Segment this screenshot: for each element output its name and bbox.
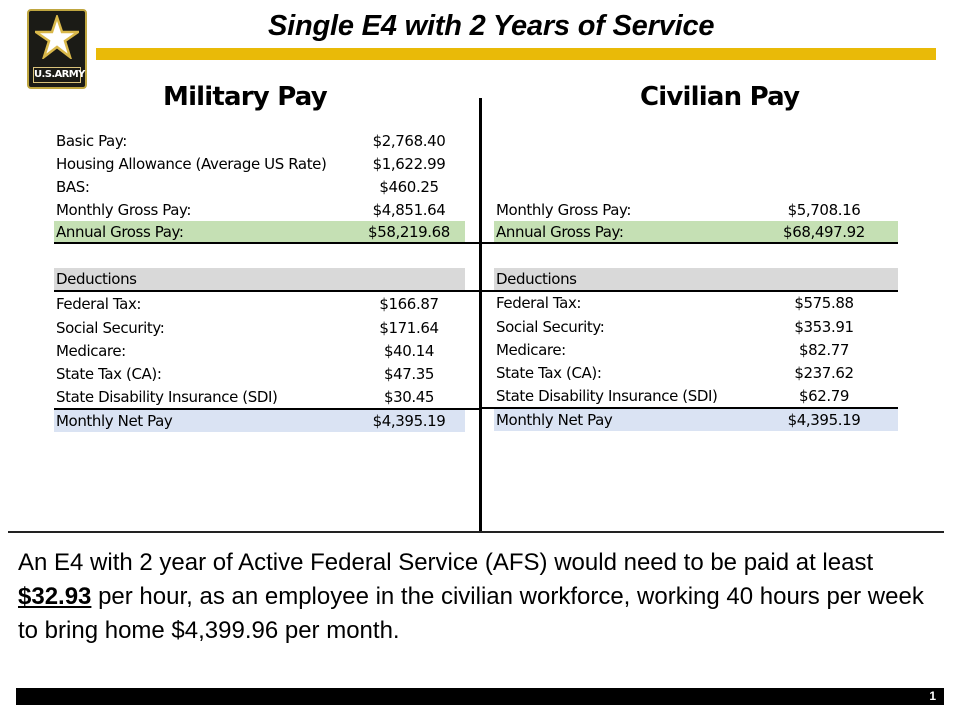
row-value: $30.45 bbox=[383, 388, 435, 406]
row-value: $5,708.16 bbox=[787, 201, 861, 219]
table-row: Medicare: $82.77 bbox=[494, 339, 898, 361]
row-label: Monthly Net Pay bbox=[56, 412, 173, 430]
deductions-header: Deductions bbox=[54, 268, 465, 290]
table-row: State Disability Insurance (SDI) $62.79 bbox=[494, 385, 898, 407]
section-divider bbox=[8, 531, 944, 533]
table-row: Medicare: $40.14 bbox=[54, 340, 465, 362]
row-label: Housing Allowance (Average US Rate) bbox=[56, 155, 327, 173]
row-rule bbox=[480, 407, 898, 409]
row-label: Monthly Gross Pay: bbox=[496, 201, 632, 219]
row-label: Social Security: bbox=[56, 319, 165, 337]
row-value: $58,219.68 bbox=[368, 223, 450, 241]
row-label: Annual Gross Pay: bbox=[56, 223, 184, 241]
table-row: Social Security: $171.64 bbox=[54, 317, 465, 339]
row-value: $40.14 bbox=[383, 342, 435, 360]
table-row: BAS: $460.25 bbox=[54, 176, 465, 198]
row-label: Annual Gross Pay: bbox=[496, 223, 624, 241]
table-row: Federal Tax: $166.87 bbox=[54, 293, 465, 315]
table-row: Monthly Gross Pay: $4,851.64 bbox=[54, 199, 465, 221]
table-row: State Tax (CA): $47.35 bbox=[54, 363, 465, 385]
table-row: Housing Allowance (Average US Rate) $1,6… bbox=[54, 153, 465, 175]
row-value: $171.64 bbox=[379, 319, 439, 337]
row-label: Federal Tax: bbox=[496, 294, 582, 312]
row-rule bbox=[54, 408, 480, 410]
page-title: Single E4 with 2 Years of Service bbox=[268, 10, 715, 42]
annual-gross-row: Annual Gross Pay: $58,219.68 bbox=[54, 221, 465, 243]
row-label: Monthly Net Pay bbox=[496, 411, 613, 429]
deductions-label: Deductions bbox=[56, 270, 137, 288]
table-row: State Tax (CA): $237.62 bbox=[494, 362, 898, 384]
row-value: $82.77 bbox=[798, 341, 850, 359]
row-value: $353.91 bbox=[794, 318, 854, 336]
row-label: State Tax (CA): bbox=[56, 365, 162, 383]
row-value: $62.79 bbox=[798, 387, 850, 405]
row-value: $2,768.40 bbox=[372, 132, 446, 150]
army-star-icon bbox=[35, 15, 79, 59]
row-label: Monthly Gross Pay: bbox=[56, 201, 192, 219]
summary-statement: An E4 with 2 year of Active Federal Serv… bbox=[18, 546, 948, 648]
row-rule bbox=[480, 290, 898, 292]
column-divider bbox=[479, 98, 482, 533]
row-value: $237.62 bbox=[794, 364, 854, 382]
title-underline-bar bbox=[96, 48, 936, 60]
summary-part-1: An E4 with 2 year of Active Federal Serv… bbox=[18, 549, 874, 576]
row-value: $166.87 bbox=[379, 295, 439, 313]
hourly-rate: $32.93 bbox=[18, 583, 92, 610]
table-row: Federal Tax: $575.88 bbox=[494, 292, 898, 314]
row-value: $1,622.99 bbox=[372, 155, 446, 173]
row-label: BAS: bbox=[56, 178, 90, 196]
row-rule bbox=[54, 242, 480, 244]
table-row: Monthly Gross Pay: $5,708.16 bbox=[494, 199, 898, 221]
row-label: Basic Pay: bbox=[56, 132, 127, 150]
row-label: Federal Tax: bbox=[56, 295, 142, 313]
table-row: Social Security: $353.91 bbox=[494, 316, 898, 338]
net-pay-row: Monthly Net Pay $4,395.19 bbox=[494, 409, 898, 431]
table-row: State Disability Insurance (SDI) $30.45 bbox=[54, 386, 465, 408]
row-label: State Disability Insurance (SDI) bbox=[496, 387, 718, 405]
row-rule bbox=[54, 290, 480, 292]
page-number: 1 bbox=[929, 689, 936, 703]
row-value: $47.35 bbox=[383, 365, 435, 383]
row-label: Medicare: bbox=[56, 342, 126, 360]
footer-bar: 1 bbox=[16, 688, 944, 705]
row-label: State Disability Insurance (SDI) bbox=[56, 388, 278, 406]
row-label: State Tax (CA): bbox=[496, 364, 602, 382]
annual-gross-row: Annual Gross Pay: $68,497.92 bbox=[494, 221, 898, 243]
summary-part-2: per hour, as an employee in the civilian… bbox=[18, 583, 924, 644]
row-label: Medicare: bbox=[496, 341, 566, 359]
row-label: Social Security: bbox=[496, 318, 605, 336]
logo-text: U.S.ARMY bbox=[33, 67, 85, 83]
row-value: $4,395.19 bbox=[372, 412, 446, 430]
deductions-header: Deductions bbox=[494, 268, 898, 290]
row-value: $460.25 bbox=[379, 178, 439, 196]
military-pay-heading: Military Pay bbox=[163, 82, 328, 112]
deductions-label: Deductions bbox=[496, 270, 577, 288]
row-value: $575.88 bbox=[794, 294, 854, 312]
net-pay-row: Monthly Net Pay $4,395.19 bbox=[54, 410, 465, 432]
us-army-logo: U.S.ARMY bbox=[27, 9, 87, 89]
row-value: $4,395.19 bbox=[787, 411, 861, 429]
table-row: Basic Pay: $2,768.40 bbox=[54, 130, 465, 152]
row-value: $68,497.92 bbox=[783, 223, 865, 241]
civilian-pay-heading: Civilian Pay bbox=[640, 82, 800, 112]
row-value: $4,851.64 bbox=[372, 201, 446, 219]
row-rule bbox=[480, 242, 898, 244]
